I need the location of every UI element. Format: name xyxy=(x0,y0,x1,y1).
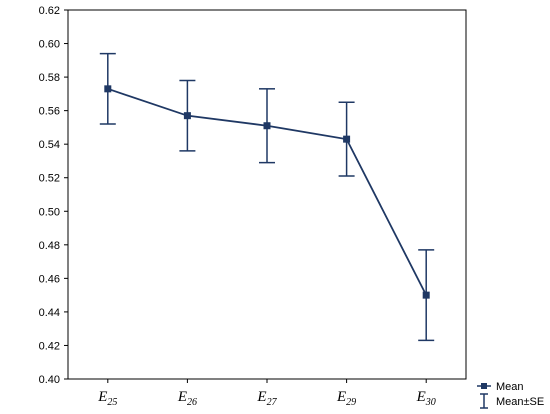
y-tick-label: 0.60 xyxy=(39,39,60,51)
series-mean xyxy=(104,85,430,299)
x-tick-label: E29 xyxy=(336,389,356,408)
x-tick-label-base: E xyxy=(97,389,107,405)
y-tick-label: 0.62 xyxy=(39,5,60,17)
y-tick-label: 0.54 xyxy=(39,139,60,151)
mean-point xyxy=(343,135,351,143)
y-axis: 0.40 0.42 0.44 0.46 0.48 0.50 0.52 0.54 0.56 0.58… xyxy=(39,5,68,386)
mean-point xyxy=(104,85,112,93)
mean-point xyxy=(183,112,191,120)
legend-mean-marker xyxy=(481,383,487,389)
mean-point xyxy=(263,122,271,130)
y-tick-label: 0.58 xyxy=(39,72,60,84)
plot-area xyxy=(67,9,467,380)
mean-point xyxy=(422,291,430,299)
legend: Mean Mean±SE xyxy=(477,381,544,409)
x-axis: E25 E26 E27 E29 E30 xyxy=(97,379,436,408)
y-tick-label: 0.44 xyxy=(39,307,60,319)
y-tick-label: 0.56 xyxy=(39,106,60,118)
x-tick-label-subscript: 30 xyxy=(425,397,436,408)
y-tick-label: 0.48 xyxy=(39,240,60,252)
x-tick-label-subscript: 26 xyxy=(187,397,197,408)
legend-mean-label: Mean xyxy=(496,381,524,393)
x-tick-label-subscript: 27 xyxy=(267,397,278,408)
y-tick-label: 0.52 xyxy=(39,173,60,185)
x-tick-label: E30 xyxy=(416,389,436,408)
x-tick-label-subscript: 25 xyxy=(107,397,117,408)
y-tick-label: 0.42 xyxy=(39,340,60,352)
x-tick-label: E26 xyxy=(177,389,197,408)
y-tick-label: 0.40 xyxy=(39,374,60,386)
x-tick-label: E27 xyxy=(256,389,277,408)
x-tick-label-subscript: 29 xyxy=(346,397,356,408)
x-tick-label-base: E xyxy=(416,389,426,405)
y-tick-label: 0.46 xyxy=(39,273,60,285)
legend-se-label: Mean±SE xyxy=(496,396,544,408)
x-tick-label: E25 xyxy=(97,389,117,408)
x-tick-label-base: E xyxy=(256,389,266,405)
x-tick-label-base: E xyxy=(177,389,187,405)
x-tick-label-base: E xyxy=(336,389,346,405)
y-tick-label: 0.50 xyxy=(39,206,60,218)
